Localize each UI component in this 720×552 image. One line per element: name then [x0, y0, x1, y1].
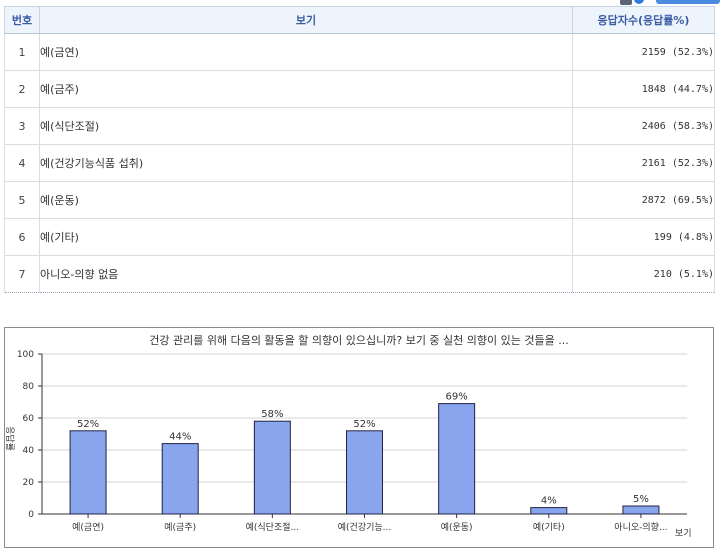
table-row: 1 예(금연) 2159 (52.3%)	[4, 33, 715, 71]
y-tick-label: 40	[23, 446, 35, 456]
bar	[161, 443, 199, 515]
y-tick-label: 60	[23, 414, 35, 424]
x-tick-label: 예(건강기능...	[338, 522, 392, 533]
print-icon[interactable]	[620, 0, 632, 5]
row-no: 5	[4, 181, 40, 219]
row-option: 예(식단조절)	[39, 107, 573, 145]
corner-widgets	[620, 0, 720, 6]
row-no: 4	[4, 144, 40, 182]
data-label: 44%	[169, 432, 191, 443]
data-label: 52%	[77, 419, 99, 430]
x-tick-label: 예(금연)	[72, 522, 104, 533]
data-label: 52%	[353, 419, 375, 430]
row-option: 예(운동)	[39, 181, 573, 219]
x-tick-label: 예(금주)	[164, 522, 196, 533]
bar-chart: 건강 관리를 위해 다음의 활동을 할 의향이 있으십니까? 보기 중 실천 의…	[4, 327, 714, 548]
bar	[69, 430, 107, 515]
x-tick-label: 예(식단조절...	[246, 521, 300, 533]
row-no: 3	[4, 107, 40, 145]
table-row: 5 예(운동) 2872 (69.5%)	[4, 181, 715, 219]
data-label: 5%	[633, 494, 649, 505]
response-table: 번호 보기 응답자수(응답률%) 1 예(금연) 2159 (52.3%) 2 …	[4, 6, 715, 293]
y-tick-label: 100	[17, 350, 34, 360]
table-row: 7 아니오-의향 없음 210 (5.1%)	[4, 255, 715, 293]
chart-title: 건강 관리를 위해 다음의 활동을 할 의향이 있으십니까? 보기 중 실천 의…	[149, 334, 569, 347]
data-label: 58%	[261, 409, 283, 420]
bar	[253, 420, 291, 515]
row-count: 199 (4.8%)	[572, 218, 715, 256]
y-tick-label: 0	[28, 510, 34, 520]
data-label: 4%	[541, 496, 557, 507]
data-label: 69%	[446, 392, 468, 403]
row-option: 예(금주)	[39, 70, 573, 108]
bar	[438, 403, 476, 515]
table-row: 3 예(식단조절) 2406 (58.3%)	[4, 107, 715, 145]
x-tick-label: 예(운동)	[441, 522, 473, 533]
row-count: 2159 (52.3%)	[572, 33, 715, 71]
table-row: 2 예(금주) 1848 (44.7%)	[4, 70, 715, 108]
x-tick-label: 예(기타)	[533, 522, 565, 533]
row-no: 2	[4, 70, 40, 108]
x-axis-label: 보기	[675, 529, 692, 539]
x-tick-label: 아니오-의향...	[614, 521, 667, 533]
table-row: 4 예(건강기능식품 섭취) 2161 (52.3%)	[4, 144, 715, 182]
row-option: 예(금연)	[39, 33, 573, 71]
row-count: 210 (5.1%)	[572, 255, 715, 293]
row-option: 예(기타)	[39, 218, 573, 256]
header-no: 번호	[4, 6, 40, 34]
row-count: 2872 (69.5%)	[572, 181, 715, 219]
row-option: 아니오-의향 없음	[39, 255, 573, 293]
row-option: 예(건강기능식품 섭취)	[39, 144, 573, 182]
bar	[622, 505, 660, 515]
header-option: 보기	[39, 6, 573, 34]
y-tick-label: 20	[23, 478, 35, 488]
header-count: 응답자수(응답률%)	[572, 6, 715, 34]
table-header-row: 번호 보기 응답자수(응답률%)	[4, 6, 715, 34]
row-count: 1848 (44.7%)	[572, 70, 715, 108]
row-count: 2406 (58.3%)	[572, 107, 715, 145]
row-no: 1	[4, 33, 40, 71]
help-icon[interactable]	[634, 0, 644, 4]
bar	[530, 507, 568, 515]
table-row: 6 예(기타) 199 (4.8%)	[4, 218, 715, 256]
corner-button[interactable]	[656, 0, 720, 4]
y-tick-label: 80	[23, 382, 35, 392]
row-count: 2161 (52.3%)	[572, 144, 715, 182]
chart-plot-area: 0 20 40 60 80 100 52% 예(금연) 44% 예(금주) 58% 예(식단조절...…	[17, 350, 687, 533]
bar	[346, 430, 383, 515]
row-no: 6	[4, 218, 40, 256]
row-no: 7	[4, 255, 40, 293]
